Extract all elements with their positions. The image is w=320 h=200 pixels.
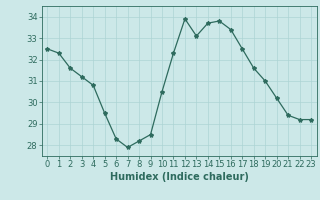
X-axis label: Humidex (Indice chaleur): Humidex (Indice chaleur) — [110, 172, 249, 182]
